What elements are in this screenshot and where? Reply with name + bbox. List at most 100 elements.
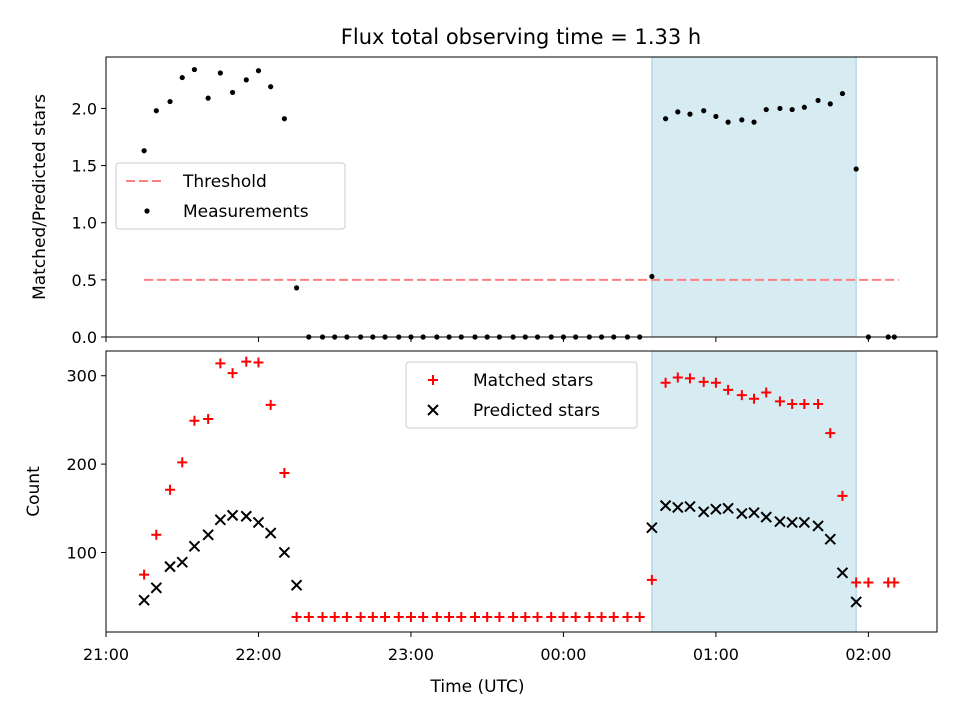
bottom-predicted-stars-point	[774, 515, 786, 528]
bottom-matched-stars-point	[215, 358, 226, 369]
bottom-predicted-stars-point	[836, 567, 849, 579]
bottom-legend-box	[405, 361, 638, 429]
top-legend-box	[115, 162, 346, 230]
bottom-predicted-stars-point	[214, 514, 227, 526]
bottom-predicted-stars-point	[824, 533, 836, 545]
bottom-predicted-stars-point	[786, 516, 798, 529]
bottom-y-tick-label: 100	[66, 543, 97, 562]
bottom-matched-stars-point	[393, 611, 404, 622]
bottom-predicted-stars-point	[798, 516, 811, 529]
bottom-matched-stars-point	[837, 490, 848, 501]
bottom-matched-stars-point	[165, 484, 176, 495]
bottom-legend-predicted-stars-label: Predicted stars	[473, 401, 600, 421]
bottom-predicted-stars-point	[240, 510, 252, 522]
top-y-tick-label: 2.0	[72, 99, 97, 118]
top-measurements-point	[167, 98, 173, 105]
bottom-matched-stars-point	[634, 611, 645, 622]
bottom-predicted-stars-point	[722, 502, 734, 514]
bottom-predicted-stars-point	[850, 596, 862, 608]
bottom-matched-stars-point	[813, 399, 824, 410]
bottom-predicted-stars-point	[150, 582, 163, 594]
top-legend-measurements-label: Measurements	[183, 202, 309, 222]
bottom-predicted-stars-point	[748, 507, 760, 519]
bottom-matched-stars-point	[253, 357, 264, 368]
top-legend-measurements-swatch	[144, 208, 150, 214]
bottom-predicted-stars-point	[736, 507, 748, 520]
x-axis-label: Time (UTC)	[430, 677, 525, 697]
bottom-matched-stars-point	[889, 577, 900, 588]
bottom-y-axis-label: Count	[24, 466, 44, 517]
bottom-predicted-stars-point	[646, 522, 658, 534]
top-measurements-point	[662, 116, 669, 122]
top-y-axis-label: Matched/Predicted stars	[30, 94, 50, 300]
bottom-x-tick-label: 00:00	[540, 645, 586, 664]
bottom-matched-stars-point	[646, 574, 657, 585]
bottom-matched-stars-point	[558, 611, 569, 622]
bottom-panel: 100 200 300 21:00 22:00 23:00 00:00 01:00 02:00 C…	[24, 350, 938, 697]
bottom-matched-stars-point	[749, 393, 760, 404]
bottom-predicted-stars-point	[164, 560, 176, 573]
bottom-matched-stars-point	[787, 399, 798, 410]
top-measurements-point	[801, 104, 807, 110]
bottom-observing-span	[651, 351, 857, 632]
top-measurements-point	[839, 90, 846, 97]
bottom-matched-stars-point	[444, 611, 455, 622]
bottom-matched-stars-point	[723, 384, 734, 395]
bottom-matched-stars-point	[189, 415, 200, 426]
bottom-matched-stars-point	[622, 611, 633, 622]
bottom-matched-stars-point	[520, 611, 531, 622]
bottom-matched-stars-point	[851, 577, 862, 588]
bottom-matched-stars-point	[608, 611, 619, 622]
bottom-predicted-stars-point	[698, 506, 710, 518]
top-measurements-point	[141, 148, 147, 154]
top-observing-span	[651, 57, 857, 337]
bottom-matched-stars-point	[139, 569, 150, 580]
top-measurements-point	[815, 97, 821, 104]
bottom-predicted-stars-point	[202, 529, 214, 541]
bottom-matched-stars-point	[418, 611, 429, 622]
bottom-axes-frame	[105, 350, 938, 633]
bottom-matched-stars-point	[863, 577, 874, 588]
top-axes-frame	[105, 56, 938, 338]
bottom-matched-stars-point	[532, 611, 543, 622]
bottom-matched-stars-point	[405, 611, 416, 622]
bottom-matched-stars-point	[329, 611, 340, 622]
top-measurements-point	[205, 95, 211, 101]
bottom-matched-stars-point	[660, 377, 671, 388]
bottom-x-tick-label: 21:00	[83, 645, 129, 664]
bottom-predicted-stars-point	[760, 511, 772, 523]
bottom-predicted-stars-point	[672, 501, 684, 514]
bottom-predicted-stars-point	[710, 503, 722, 515]
top-measurements-point	[281, 116, 287, 122]
bottom-y-tick-label: 300	[66, 367, 97, 386]
bottom-matched-stars-point	[570, 611, 581, 622]
bottom-matched-stars-point	[469, 611, 480, 622]
top-measurements-point	[179, 74, 185, 81]
bottom-x-tick-label: 02:00	[845, 645, 891, 664]
bottom-matched-stars-point	[431, 611, 442, 622]
bottom-matched-stars-point	[355, 611, 366, 622]
bottom-matched-stars-point	[456, 611, 467, 622]
bottom-predicted-stars-point	[188, 540, 201, 552]
bottom-matched-stars-point	[672, 372, 683, 383]
top-y-tick-label: 0.5	[72, 271, 97, 290]
top-measurements-point	[649, 273, 655, 280]
bottom-predicted-stars-point	[812, 520, 824, 532]
bottom-x-tick-label: 23:00	[388, 645, 434, 664]
bottom-matched-stars-point	[241, 356, 252, 367]
top-measurements-point	[217, 70, 223, 76]
top-measurements-point	[789, 106, 795, 113]
bottom-matched-stars-point	[227, 368, 238, 379]
top-panel: 0.0 0.5 1.0 1.5 2.0 Matched/Predicted stars Th…	[30, 56, 938, 347]
bottom-x-tick-label: 01:00	[693, 645, 739, 664]
bottom-matched-stars-point	[596, 611, 607, 622]
bottom-matched-stars-point	[684, 373, 695, 384]
top-measurements-point	[255, 68, 262, 74]
figure-title: Flux total observing time = 1.33 h	[341, 25, 701, 49]
bottom-matched-stars-point	[341, 611, 352, 622]
bottom-predicted-stars-point	[138, 594, 150, 606]
bottom-matched-stars-point	[151, 529, 162, 540]
bottom-legend-predicted-stars-swatch	[427, 404, 439, 416]
top-measurements-point	[243, 77, 249, 83]
bottom-matched-stars-point	[710, 377, 721, 388]
